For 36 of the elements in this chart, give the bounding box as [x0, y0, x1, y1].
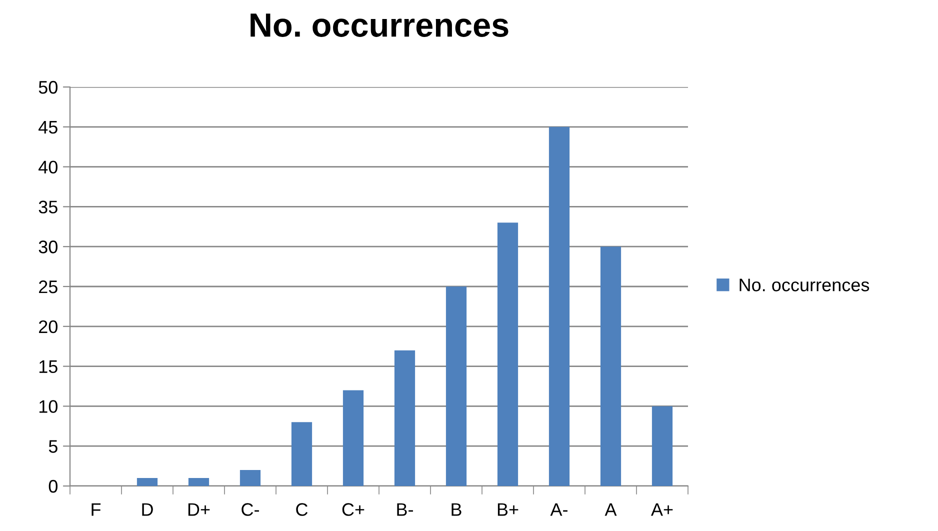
- x-tick-label: B: [452, 503, 462, 516]
- y-tick-label: 5: [48, 440, 58, 453]
- bar: [446, 286, 467, 486]
- x-tick-label: D+: [188, 503, 210, 516]
- x-tick-label: A-: [550, 503, 568, 516]
- y-tick-label: 30: [38, 240, 58, 254]
- x-tick-label: B+: [498, 503, 518, 516]
- x-tick-label: C-: [242, 503, 259, 516]
- bar: [652, 406, 673, 486]
- y-tick-label: 10: [39, 400, 58, 413]
- y-tick-label: 0: [48, 480, 58, 493]
- y-tick-label: 15: [39, 360, 58, 374]
- bar: [394, 350, 416, 486]
- y-tick-label: 40: [38, 160, 58, 174]
- y-tick-label: 50: [38, 80, 58, 94]
- x-tick-label: C+: [342, 503, 364, 516]
- bar: [136, 478, 158, 486]
- x-tick-label: F: [92, 503, 101, 516]
- bar: [600, 246, 622, 486]
- chart-title: No. occurrences: [250, 14, 508, 37]
- x-tick-label: A: [604, 503, 617, 516]
- bar: [342, 390, 364, 486]
- legend-label: No. occurrences: [740, 278, 870, 292]
- bar: [188, 478, 210, 486]
- x-tick-label: A+: [650, 503, 673, 516]
- y-tick-label: 25: [39, 280, 58, 294]
- x-tick-label: B-: [397, 503, 413, 516]
- y-tick-label: 45: [38, 121, 58, 134]
- x-tick-label: D: [142, 503, 153, 516]
- x-tick-label: C: [296, 503, 308, 516]
- bar: [497, 222, 518, 486]
- bar: [291, 422, 312, 486]
- y-tick-label: 20: [39, 320, 58, 334]
- bar: [240, 470, 261, 486]
- y-tick-label: 35: [38, 200, 58, 214]
- bar: [548, 126, 570, 486]
